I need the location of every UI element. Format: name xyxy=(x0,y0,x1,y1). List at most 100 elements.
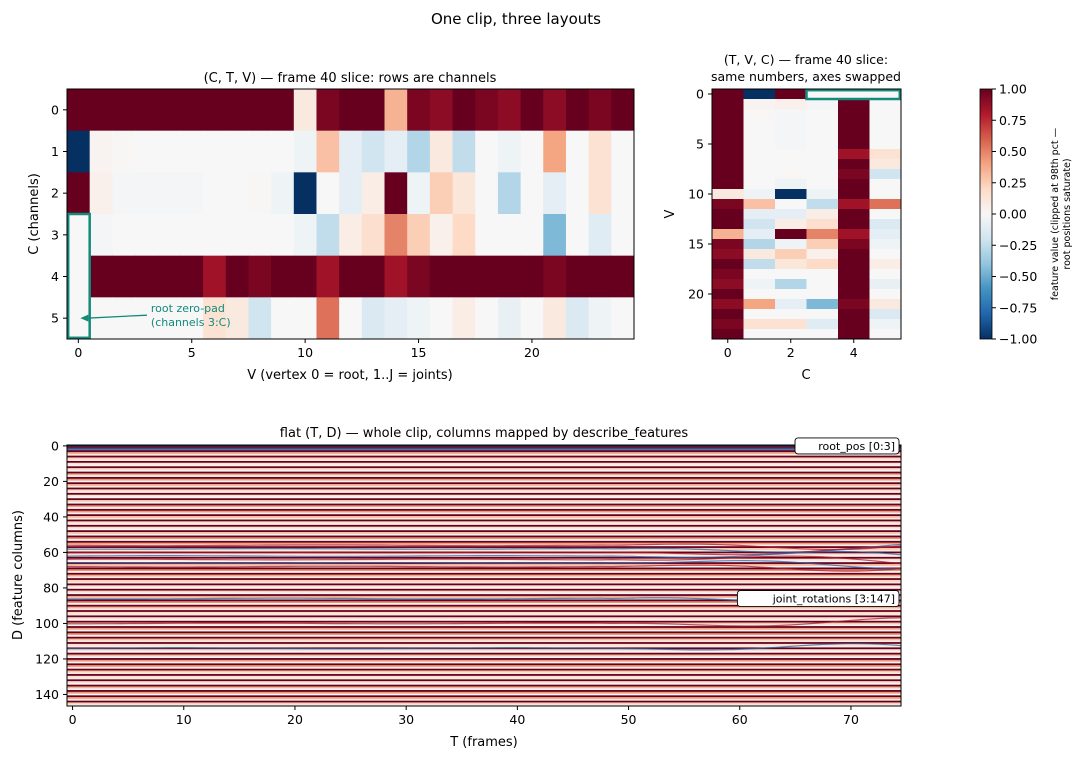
flat-feature-label-box xyxy=(794,437,900,455)
tvc-cell xyxy=(743,259,776,270)
flat-row xyxy=(67,615,901,618)
flat-row xyxy=(67,485,901,488)
flat-row xyxy=(67,638,901,641)
ctv-cell xyxy=(384,130,408,173)
tvc-cell xyxy=(838,199,870,210)
colorbar-tick-label: 0.75 xyxy=(999,113,1027,128)
ctv-cell xyxy=(180,89,204,132)
tvc-cell xyxy=(743,209,776,220)
ctv-cell xyxy=(89,130,113,173)
tvc-cell xyxy=(775,199,807,210)
ctv-cell xyxy=(497,297,522,340)
ctv-cell xyxy=(180,172,204,215)
tvc-cell xyxy=(712,159,744,170)
ctv-cell xyxy=(452,89,476,132)
tvc-cell xyxy=(838,259,870,270)
flat-row xyxy=(67,606,901,609)
tvc-cell xyxy=(712,209,744,220)
ctv-xlabel: V (vertex 0 = root, 1..J = joints) xyxy=(247,368,452,383)
colorbar: 1.00 0.75 0.50 0.25 0.00 −0.25 −0.50 −0.75 −1.00… xyxy=(979,82,1073,347)
tvc-cell xyxy=(743,179,776,190)
tvc-cell xyxy=(743,149,776,160)
flat-row xyxy=(67,604,901,607)
flat-row xyxy=(67,478,901,481)
ctv-ylabel: C (channels) xyxy=(27,173,42,255)
tvc-cell xyxy=(775,119,807,130)
tvc-cell xyxy=(743,129,776,140)
flat-row xyxy=(67,576,901,579)
flat-row xyxy=(67,668,901,671)
ctv-cell xyxy=(89,297,113,340)
tvc-y-tick-label: 15 xyxy=(688,237,704,252)
flat-row xyxy=(67,613,901,616)
ctv-cell xyxy=(225,297,249,340)
ctv-cell xyxy=(520,130,544,173)
ctv-cell xyxy=(611,297,635,340)
tvc-cell xyxy=(743,159,776,170)
flat-row xyxy=(67,487,901,490)
flat-ylabel: D (feature columns) xyxy=(11,510,26,640)
tvc-cell xyxy=(712,299,744,310)
ctv-heatmap-cells xyxy=(67,89,635,340)
tvc-cell xyxy=(838,139,870,150)
flat-row xyxy=(67,661,901,664)
flat-row xyxy=(67,510,901,513)
flat-row xyxy=(67,572,901,575)
flat-feature-label-box xyxy=(736,590,900,608)
ctv-cell xyxy=(475,89,499,132)
flat-y-ticks: 0 20 40 60 80 100 120 140 xyxy=(35,438,67,702)
flat-row xyxy=(67,702,901,705)
ctv-cell xyxy=(271,214,295,257)
flat-row xyxy=(67,690,901,693)
tvc-cell xyxy=(806,109,839,120)
tvc-cell xyxy=(869,99,902,110)
ctv-cell xyxy=(520,172,544,215)
ctv-cell xyxy=(429,297,454,340)
flat-row xyxy=(67,553,901,556)
tvc-x-ticks: 0 2 4 xyxy=(724,339,858,360)
ctv-cell xyxy=(475,214,499,257)
ctv-cell xyxy=(543,172,567,215)
tvc-cell xyxy=(838,149,870,160)
tvc-cell xyxy=(838,189,870,200)
flat-panel: flat (T, D) — whole clip, columns mapped… xyxy=(11,426,902,750)
ctv-cell xyxy=(67,130,91,173)
tvc-cell xyxy=(775,259,807,270)
tvc-ylabel: V xyxy=(663,209,678,218)
tvc-cell xyxy=(838,329,870,340)
tvc-cell xyxy=(743,99,776,110)
ctv-cell xyxy=(520,214,544,257)
flat-row xyxy=(67,684,901,687)
tvc-cell xyxy=(869,319,902,330)
flat-feature-labels: root_pos [0:3] joint_rotations [3:147] xyxy=(736,437,900,608)
ctv-cell xyxy=(384,297,408,340)
flat-row xyxy=(67,681,901,684)
flat-row xyxy=(67,516,901,519)
ctv-cell xyxy=(361,89,386,132)
tvc-cell xyxy=(806,309,839,320)
flat-row xyxy=(67,523,901,526)
flat-row xyxy=(67,446,901,449)
flat-row xyxy=(67,663,901,666)
ctv-cell xyxy=(611,255,635,298)
flat-row xyxy=(67,468,901,471)
tvc-cell xyxy=(806,299,839,310)
tvc-y-tick-label: 5 xyxy=(696,137,704,152)
flat-x-tick-label: 0 xyxy=(69,712,77,727)
ctv-cell xyxy=(112,130,136,173)
ctv-cell xyxy=(475,172,499,215)
tvc-cell xyxy=(838,99,870,110)
tvc-cell xyxy=(712,329,744,340)
tvc-cell xyxy=(743,319,776,330)
tvc-cell xyxy=(775,89,807,100)
colorbar-tick-label: −0.25 xyxy=(999,238,1037,253)
ctv-x-tick-label: 20 xyxy=(524,345,540,360)
tvc-cell xyxy=(743,139,776,150)
ctv-cell xyxy=(520,255,544,298)
flat-row xyxy=(67,452,901,455)
ctv-cell xyxy=(588,214,612,257)
tvc-cell xyxy=(712,179,744,190)
flat-row xyxy=(67,489,901,492)
ctv-cell xyxy=(157,130,181,173)
tvc-cell xyxy=(869,89,902,100)
